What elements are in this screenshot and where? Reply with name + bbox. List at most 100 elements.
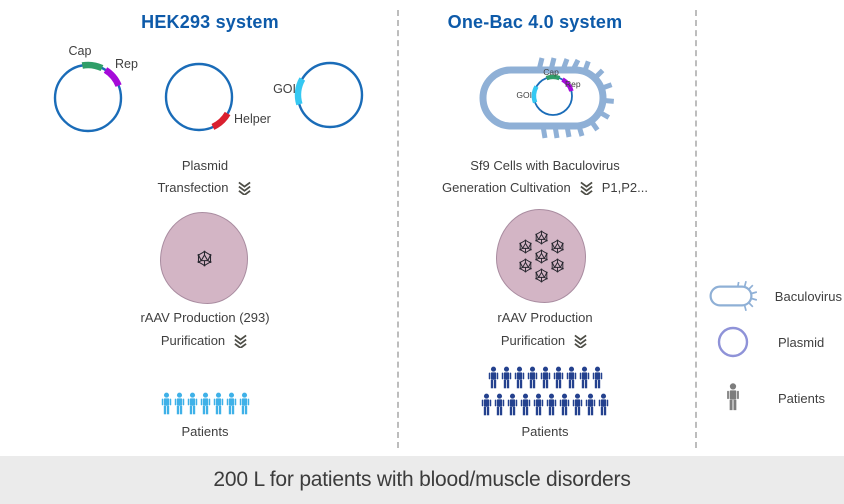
patient-icon: [507, 393, 518, 416]
onebac-step1-text1: Sf9 Cells with Baculovirus: [470, 158, 620, 173]
hek-column-title: HEK293 system: [141, 12, 279, 32]
onebac-step2-line1: rAAV Production: [405, 310, 685, 325]
goi-label: GOI: [273, 82, 296, 96]
hek-step2-line1: rAAV Production (293): [30, 310, 380, 325]
hek-step1-text2: Transfection: [157, 180, 229, 195]
bottom-banner: 200 L for patients with blood/muscle dis…: [0, 456, 844, 504]
patient-icon: [494, 393, 505, 416]
aav-particle-icon: [518, 258, 532, 273]
plasmid-circle: [296, 61, 364, 129]
patient-icon: [514, 366, 524, 389]
rep-label: Rep: [565, 79, 581, 89]
onebac-step1-line1: Sf9 Cells with Baculovirus: [405, 158, 685, 173]
onebac-patients-row2: [405, 393, 685, 418]
patient-icon: [585, 393, 596, 416]
patient-icon: [553, 366, 563, 389]
baculovirus-with-plasmid: Cap Rep GOI: [479, 57, 615, 139]
cap-label: Cap: [543, 67, 559, 77]
legend-row-baculovirus: Baculovirus: [702, 276, 842, 316]
hek-cell: [160, 212, 248, 304]
hek-step1-line1: Plasmid: [30, 158, 380, 173]
patient-icon: [501, 366, 511, 389]
plasmid-cap-rep: Cap Rep: [53, 44, 138, 133]
baculovirus-icon: [702, 279, 761, 313]
plasmid-goi: GOI: [273, 61, 364, 129]
patient-icon: [527, 366, 537, 389]
onebac-patients-row1: [405, 366, 685, 391]
triple-chevron-down-icon: [234, 334, 247, 348]
patient-icon: [533, 393, 544, 416]
hek-step2-text1: rAAV Production (293): [140, 310, 270, 325]
onebac-step2-text1: rAAV Production: [497, 310, 593, 325]
onebac-step2-text2: Purification: [500, 333, 566, 348]
legend-label-patients: Patients: [778, 390, 825, 406]
cap-arc: [81, 61, 104, 72]
triple-chevron-down-icon: [574, 334, 587, 348]
aav-particle-icon: [550, 239, 564, 254]
legend-label-plasmid: Plasmid: [778, 334, 825, 350]
cap-arc: [545, 74, 561, 81]
patient-icon: [546, 393, 557, 416]
hek-step1-text1: Plasmid: [181, 158, 229, 173]
plasmid-helper: Helper: [164, 62, 271, 132]
rep-label: Rep: [115, 57, 138, 71]
patient-icon: [200, 392, 210, 415]
patient-icon: [226, 392, 236, 415]
patient-icon: [540, 366, 550, 389]
patient-icon: [566, 366, 576, 389]
plasmid-circle: [164, 62, 234, 132]
patient-icon: [481, 393, 492, 416]
hek-patients-label: Patients: [181, 424, 229, 439]
patient-icon: [572, 393, 583, 416]
baculovirus-spikes: [536, 57, 615, 139]
plasmid-icon: [702, 324, 764, 360]
patient-icon: [598, 393, 609, 416]
onebac-patients-label: Patients: [521, 424, 569, 439]
aav-particle-icon: [534, 249, 548, 263]
helper-arc: [211, 111, 231, 130]
rep-arc: [103, 67, 122, 87]
aav-particle-icon: [196, 250, 212, 266]
hek-step2-text2: Purification: [160, 333, 226, 348]
patient-icon: [239, 392, 249, 415]
legend-row-plasmid: Plasmid: [702, 322, 842, 362]
patient-icon: [161, 392, 171, 415]
aav-particle-icon: [534, 230, 548, 244]
hek-patients-row: [30, 392, 380, 417]
patient-icon: [579, 366, 589, 389]
patient-icon: [559, 393, 570, 416]
cap-label: Cap: [69, 44, 92, 58]
onebac-cell: [496, 209, 586, 303]
patient-icon: [213, 392, 223, 415]
column-divider: [397, 10, 399, 448]
goi-arc: [531, 85, 539, 104]
onebac-step1-text2: Generation Cultivation: [442, 180, 571, 195]
patient-icon: [702, 383, 764, 413]
goi-arc: [294, 77, 306, 106]
helper-label: Helper: [234, 112, 271, 126]
hek-step2-line2: Purification: [30, 333, 380, 348]
aav-particle-icon: [518, 239, 532, 254]
legend-row-patients: Patients: [702, 376, 842, 420]
triple-chevron-down-icon: [580, 181, 593, 195]
patient-icon: [488, 366, 498, 389]
legend-divider: [695, 10, 697, 448]
patient-icon: [520, 393, 531, 416]
onebac-column-title: One-Bac 4.0 system: [447, 12, 623, 32]
patient-icon: [187, 392, 197, 415]
onebac-step1-line2: Generation Cultivation P1,P2...: [405, 180, 685, 195]
patient-icon: [592, 366, 602, 389]
legend-label-baculovirus: Baculovirus: [774, 288, 842, 304]
baculovirus-body: [479, 66, 607, 130]
hek-step1-line2: Transfection: [30, 180, 380, 195]
onebac-step2-line2: Purification: [405, 333, 685, 348]
goi-label: GOI: [516, 90, 532, 100]
rep-arc: [561, 77, 574, 92]
banner-text: 200 L for patients with blood/muscle dis…: [213, 468, 631, 491]
patient-icon: [174, 392, 184, 415]
triple-chevron-down-icon: [237, 181, 251, 195]
aav-particle-icon: [534, 268, 548, 282]
aav-particle-icon: [550, 258, 564, 273]
onebac-step1-suffix: P1,P2...: [601, 180, 648, 195]
